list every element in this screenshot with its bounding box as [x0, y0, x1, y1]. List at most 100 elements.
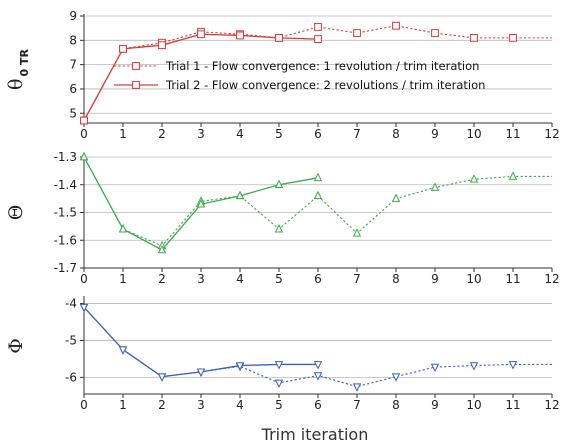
x-tick-label: 12	[544, 272, 559, 286]
y-tick-label: -1.7	[54, 261, 77, 275]
data-point	[509, 33, 517, 42]
data-point	[118, 346, 128, 355]
data-point	[79, 151, 89, 161]
y-axis-symbol: Φ	[5, 338, 27, 354]
x-tick-label: 3	[197, 272, 205, 286]
x-tick-label: 9	[431, 398, 439, 412]
data-point	[314, 35, 322, 44]
x-tick-label: 8	[392, 127, 400, 141]
data-point	[352, 383, 362, 392]
data-point	[314, 23, 322, 31]
x-tick-label: 5	[275, 127, 283, 141]
x-tick-label: 8	[392, 272, 400, 286]
series-line-0	[83, 156, 552, 247]
x-tick-label: 12	[544, 127, 559, 141]
data-point	[119, 44, 127, 53]
y-axis-symbol: Θ	[5, 205, 27, 221]
x-tick-label: 2	[158, 127, 166, 141]
data-point	[274, 224, 284, 233]
x-tick-label: 11	[505, 272, 520, 286]
legend-marker	[132, 81, 140, 89]
y-tick-label: 7	[69, 58, 77, 72]
x-tick-label: 9	[431, 127, 439, 141]
data-point	[313, 372, 323, 381]
y-tick-label: 6	[69, 82, 77, 96]
y-axis-label: Θ	[5, 205, 27, 221]
y-tick-label: -1.3	[54, 150, 77, 164]
data-point	[352, 228, 362, 237]
y-tick-label: -5	[65, 333, 77, 347]
data-point	[313, 190, 323, 200]
data-point	[508, 361, 518, 370]
x-tick-label: 1	[119, 127, 127, 141]
y-tick-label: -1.4	[54, 178, 77, 192]
data-point	[235, 190, 245, 200]
data-point	[391, 373, 401, 382]
x-tick-label: 6	[314, 127, 322, 141]
data-point	[313, 361, 323, 370]
x-tick-label: 7	[353, 398, 361, 412]
data-point	[469, 174, 479, 183]
x-tick-label: 10	[466, 398, 481, 412]
x-tick-label: 10	[466, 272, 481, 286]
x-tick-label: 4	[236, 398, 244, 412]
y-axis-label: θ 0 TR	[5, 49, 31, 90]
x-tick-label: 6	[314, 272, 322, 286]
y-tick-label: -1.5	[54, 206, 77, 220]
data-point	[353, 29, 361, 37]
x-tick-label: 11	[505, 127, 520, 141]
series-line-1	[83, 306, 318, 378]
x-tick-label: 7	[353, 272, 361, 286]
x-tick-label: 0	[80, 272, 88, 286]
legend: Trial 1 - Flow convergence: 1 revolution…	[114, 59, 485, 92]
y-axis-subscript: 0 TR	[18, 49, 31, 77]
data-point	[196, 199, 206, 208]
data-point	[157, 373, 167, 382]
x-tick-label: 12	[544, 398, 559, 412]
data-point	[274, 179, 284, 189]
data-point	[157, 244, 167, 254]
legend-marker	[132, 62, 140, 70]
x-tick-label: 0	[80, 127, 88, 141]
data-point	[80, 116, 88, 125]
data-point	[431, 29, 439, 37]
data-point	[430, 182, 440, 191]
x-tick-label: 2	[158, 398, 166, 412]
x-tick-label: 6	[314, 398, 322, 412]
y-tick-label: 5	[69, 106, 77, 120]
data-point	[274, 379, 284, 389]
data-point	[275, 33, 283, 42]
x-axis-label: Trim iteration	[261, 425, 369, 444]
legend-label-1: Trial 2 - Flow convergence: 2 revolution…	[165, 78, 485, 92]
y-axis-symbol: θ	[5, 79, 27, 90]
data-point	[196, 368, 206, 377]
x-tick-label: 7	[353, 127, 361, 141]
y-tick-label: 8	[69, 33, 77, 47]
x-tick-label: 3	[197, 127, 205, 141]
data-point	[391, 193, 401, 202]
data-point	[430, 363, 440, 373]
data-point	[508, 171, 518, 180]
x-tick-label: 4	[236, 272, 244, 286]
data-point	[313, 172, 323, 182]
data-point	[392, 21, 400, 30]
data-point	[274, 361, 284, 370]
y-axis-label: Φ	[5, 338, 27, 354]
y-tick-label: -4	[65, 297, 77, 311]
data-point	[469, 362, 479, 371]
x-tick-label: 2	[158, 272, 166, 286]
chart-panel-2: -4-5-60 1 2 3 4 5 6 7 8 9 10 11 12Φ	[5, 296, 560, 412]
x-tick-label: 11	[505, 398, 520, 412]
data-point	[235, 362, 245, 371]
x-tick-label: 4	[236, 127, 244, 141]
x-tick-label: 3	[197, 398, 205, 412]
data-point	[118, 224, 128, 233]
x-tick-label: 5	[275, 398, 283, 412]
y-tick-label: -1.6	[54, 233, 77, 247]
x-tick-label: 1	[119, 398, 127, 412]
data-point	[236, 31, 244, 40]
data-point	[470, 33, 478, 42]
